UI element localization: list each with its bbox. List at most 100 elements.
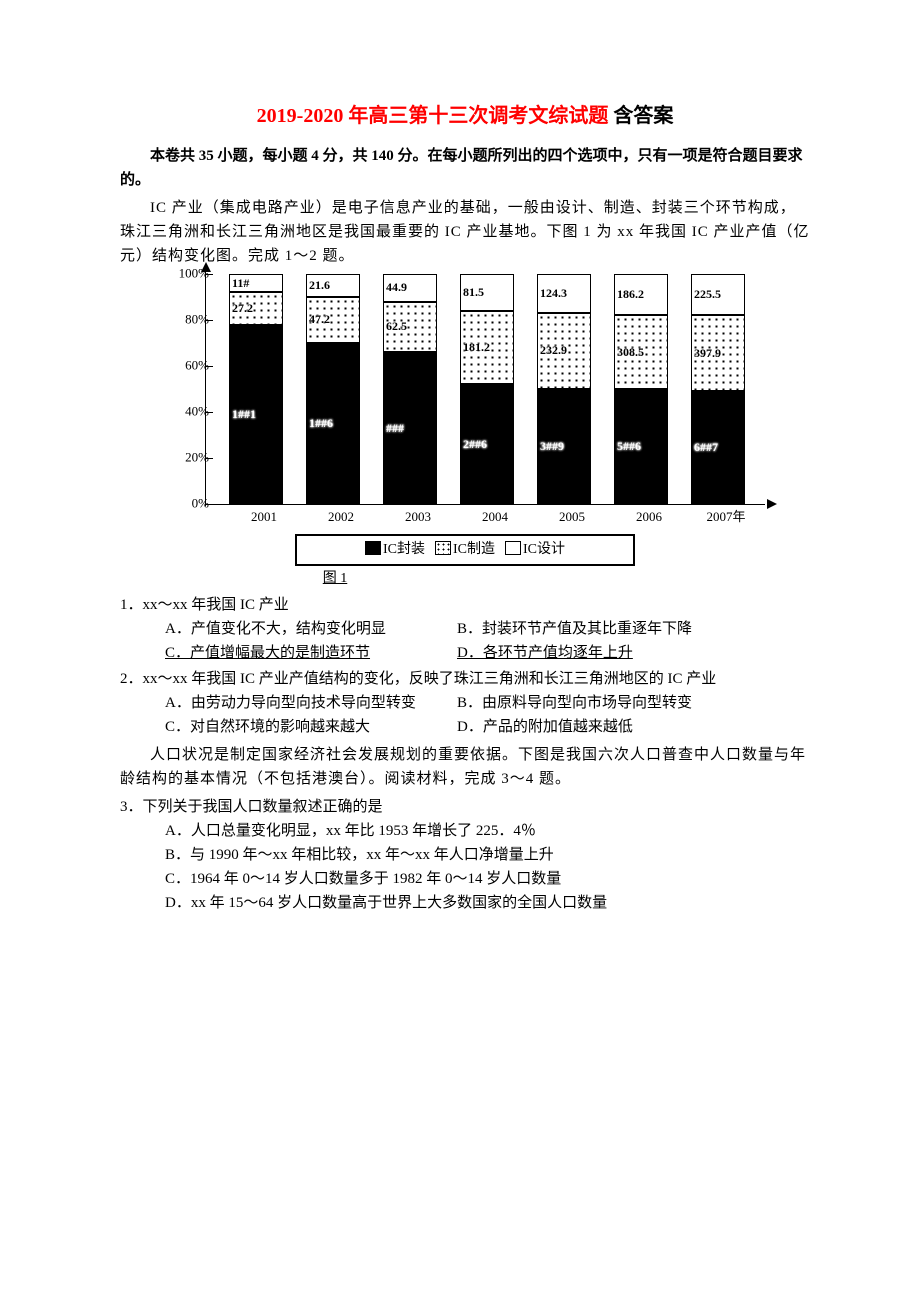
x-axis-labels: 2001 2002 2003 2004 2005 2006 2007年 (221, 505, 765, 528)
figure-caption: 图 1 (0, 568, 810, 590)
bar-column: ### 62.5 44.9 (383, 274, 437, 504)
bar-segment: 5##6 (614, 389, 668, 504)
q1-opt-a: A．产值变化不大，结构变化明显 (165, 617, 425, 641)
q2-options: A．由劳动力导向型向技术导向型转变 B．由原料导向型向市场导向型转变 C．对自然… (120, 691, 810, 739)
legend-item: IC封装 (365, 539, 425, 561)
bar-segment: 47.2 (306, 297, 360, 343)
x-axis-arrow-icon (767, 499, 777, 509)
bar-column: 6##7 397.9 225.5 (691, 274, 745, 504)
legend-swatch-icon (505, 541, 521, 555)
segment-value-label: 186.2 (617, 285, 644, 304)
q3-options: A．人口总量变化明显，xx 年比 1953 年增长了 225．4％ B．与 19… (120, 819, 810, 915)
bar-segment: 21.6 (306, 274, 360, 297)
segment-value-label: 6##7 (694, 438, 718, 457)
x-tick-label: 2005 (545, 507, 599, 528)
q3-opt-b: B．与 1990 年～xx 年相比较，xx 年～xx 年人口净增量上升 (165, 843, 810, 867)
x-tick-label: 2001 (237, 507, 291, 528)
segment-value-label: 308.5 (617, 343, 644, 362)
bar-column: 5##6 308.5 186.2 (614, 274, 668, 504)
legend-label: IC封装 (383, 542, 425, 557)
plot-area: 1##1 27.2 11# 1##6 47.2 21.6 ### 62.5 44.9 2##6 18… (213, 274, 765, 505)
title-red: 2019-2020 年高三第十三次调考文综试题 (257, 105, 609, 127)
question-1: 1．xx～xx 年我国 IC 产业 A．产值变化不大，结构变化明显 B．封装环节… (120, 593, 810, 665)
segment-value-label: 62.5 (386, 317, 407, 336)
y-tick-label: 0% (165, 494, 209, 515)
bar-column: 2##6 181.2 81.5 (460, 274, 514, 504)
bar-segment: 225.5 (691, 274, 745, 315)
y-tick-label: 100% (165, 264, 209, 285)
bar-column: 1##6 47.2 21.6 (306, 274, 360, 504)
bar-column: 1##1 27.2 11# (229, 274, 283, 504)
x-tick-label: 2006 (622, 507, 676, 528)
q1-opt-c: C．产值增幅最大的是制造环节 (165, 641, 425, 665)
y-tick-label: 60% (165, 356, 209, 377)
passage-ic: IC 产业（集成电路产业）是电子信息产业的基础，一般由设计、制造、封装三个环节构… (120, 196, 810, 268)
legend-label: IC设计 (523, 542, 565, 557)
x-tick-label: 2007年 (699, 507, 753, 528)
bar-segment: 1##1 (229, 325, 283, 504)
x-tick-label: 2002 (314, 507, 368, 528)
question-2: 2．xx～xx 年我国 IC 产业产值结构的变化，反映了珠江三角洲和长江三角洲地… (120, 667, 810, 739)
bar-segment: 3##9 (537, 389, 591, 504)
bar-segment: 44.9 (383, 274, 437, 302)
segment-value-label: 27.2 (232, 299, 253, 318)
segment-value-label: 1##1 (232, 405, 256, 424)
chart-container: 1##1 27.2 11# 1##6 47.2 21.6 ### 62.5 44.9 2##6 18… (120, 274, 810, 566)
bar-segment: 397.9 (691, 315, 745, 391)
bar-segment: 2##6 (460, 384, 514, 504)
q3-stem: 3．下列关于我国人口数量叙述正确的是 (120, 795, 810, 819)
q3-opt-a: A．人口总量变化明显，xx 年比 1953 年增长了 225．4％ (165, 819, 810, 843)
bar-segment: 11# (229, 274, 283, 292)
ic-stacked-bar-chart: 1##1 27.2 11# 1##6 47.2 21.6 ### 62.5 44.9 2##6 18… (165, 274, 765, 566)
legend-swatch-icon (435, 541, 451, 555)
bar-segment: 27.2 (229, 292, 283, 324)
q1-stem: 1．xx～xx 年我国 IC 产业 (120, 593, 810, 617)
bar-segment: 181.2 (460, 311, 514, 385)
bar-segment: ### (383, 352, 437, 504)
segment-value-label: 5##6 (617, 437, 641, 456)
segment-value-label: 1##6 (309, 414, 333, 433)
bar-segment: 232.9 (537, 313, 591, 389)
bar-column: 3##9 232.9 124.3 (537, 274, 591, 504)
segment-value-label: 2##6 (463, 435, 487, 454)
q2-opt-a: A．由劳动力导向型向技术导向型转变 (165, 691, 425, 715)
segment-value-label: 47.2 (309, 310, 330, 329)
bar-segment: 186.2 (614, 274, 668, 315)
segment-value-label: 181.2 (463, 338, 490, 357)
x-tick-label: 2003 (391, 507, 445, 528)
y-tick-label: 20% (165, 448, 209, 469)
instructions: 本卷共 35 小题，每小题 4 分，共 140 分。在每小题所列出的四个选项中，… (120, 144, 810, 192)
bar-segment: 81.5 (460, 274, 514, 311)
segment-value-label: 81.5 (463, 283, 484, 302)
segment-value-label: 232.9 (540, 341, 567, 360)
bar-segment: 124.3 (537, 274, 591, 313)
segment-value-label: 225.5 (694, 285, 721, 304)
q2-opt-c: C．对自然环境的影响越来越大 (165, 715, 425, 739)
segment-value-label: 21.6 (309, 276, 330, 295)
bar-segment: 62.5 (383, 302, 437, 353)
y-tick-label: 40% (165, 402, 209, 423)
q3-opt-d: D．xx 年 15～64 岁人口数量高于世界上大多数国家的全国人口数量 (165, 891, 810, 915)
segment-value-label: 44.9 (386, 278, 407, 297)
title-black: 含答案 (608, 105, 673, 127)
x-tick-label: 2004 (468, 507, 522, 528)
q1-opt-b: B．封装环节产值及其比重逐年下降 (457, 617, 717, 641)
bar-segment: 308.5 (614, 315, 668, 389)
legend-item: IC设计 (505, 539, 565, 561)
y-tick-label: 80% (165, 310, 209, 331)
page-title: 2019-2020 年高三第十三次调考文综试题 含答案 (120, 100, 810, 132)
q1-options: A．产值变化不大，结构变化明显 B．封装环节产值及其比重逐年下降 C．产值增幅最… (120, 617, 810, 665)
q2-opt-b: B．由原料导向型向市场导向型转变 (457, 691, 717, 715)
segment-value-label: ### (386, 419, 404, 438)
page: 2019-2020 年高三第十三次调考文综试题 含答案 本卷共 35 小题，每小… (0, 0, 920, 955)
legend-swatch-icon (365, 541, 381, 555)
q2-opt-d: D．产品的附加值越来越低 (457, 715, 717, 739)
legend-item: IC制造 (435, 539, 495, 561)
bar-segment: 1##6 (306, 343, 360, 504)
chart-legend: IC封装 IC制造 IC设计 (295, 534, 635, 566)
segment-value-label: 397.9 (694, 344, 721, 363)
legend-label: IC制造 (453, 542, 495, 557)
bar-segment: 6##7 (691, 391, 745, 504)
question-3: 3．下列关于我国人口数量叙述正确的是 A．人口总量变化明显，xx 年比 1953… (120, 795, 810, 915)
q2-stem: 2．xx～xx 年我国 IC 产业产值结构的变化，反映了珠江三角洲和长江三角洲地… (120, 667, 810, 691)
